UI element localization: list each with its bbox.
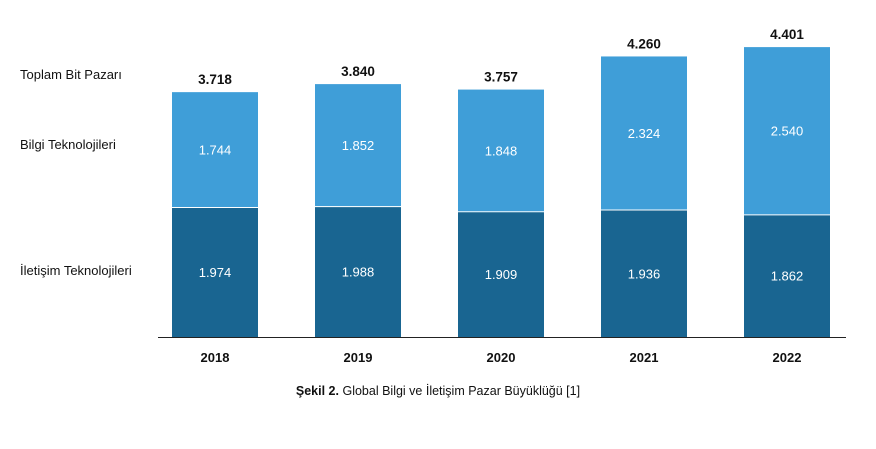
data-label-it-2018: 1.744 bbox=[199, 143, 232, 158]
data-label-comm-2018: 1.974 bbox=[199, 265, 232, 280]
data-label-it-2019: 1.852 bbox=[342, 138, 375, 153]
bar-segment-comm-2019 bbox=[315, 206, 401, 337]
data-label-comm-2020: 1.909 bbox=[485, 267, 518, 282]
row-label-total: Toplam Bit Pazarı bbox=[20, 67, 122, 82]
data-label-it-2022: 2.540 bbox=[771, 124, 804, 139]
x-tick-label-2022: 2022 bbox=[773, 350, 802, 365]
x-tick-label-2019: 2019 bbox=[344, 350, 373, 365]
data-label-comm-2022: 1.862 bbox=[771, 269, 804, 284]
caption-text: Global Bilgi ve İletişim Pazar Büyüklüğü… bbox=[342, 384, 581, 398]
bar-segment-comm-2020 bbox=[458, 211, 544, 337]
data-label-it-2021: 2.324 bbox=[628, 126, 661, 141]
bar-segment-comm-2022 bbox=[744, 214, 830, 337]
x-tick-label-2021: 2021 bbox=[630, 350, 659, 365]
row-label-it: Bilgi Teknolojileri bbox=[20, 137, 116, 152]
total-label-2019: 3.840 bbox=[341, 64, 375, 79]
bar-segment-it-2018 bbox=[172, 92, 258, 207]
bar-segment-it-2019 bbox=[315, 84, 401, 207]
bar-segment-comm-2018 bbox=[172, 207, 258, 337]
total-label-2021: 4.260 bbox=[627, 36, 661, 51]
data-label-comm-2021: 1.936 bbox=[628, 266, 661, 281]
data-label-it-2020: 1.848 bbox=[485, 143, 518, 158]
data-label-comm-2019: 1.988 bbox=[342, 265, 375, 280]
x-tick-label-2018: 2018 bbox=[201, 350, 230, 365]
row-label-comm: İletişim Teknolojileri bbox=[20, 263, 132, 278]
caption-figure-number: Şekil 2. bbox=[295, 384, 339, 398]
bar-segment-it-2020 bbox=[458, 89, 544, 212]
bar-segment-it-2022 bbox=[744, 47, 830, 215]
bar-segment-comm-2021 bbox=[601, 209, 687, 337]
x-tick-label-2020: 2020 bbox=[487, 350, 516, 365]
bar-segment-it-2021 bbox=[601, 56, 687, 210]
figure-caption: Şekil 2. Global Bilgi ve İletişim Pazar … bbox=[0, 384, 876, 398]
total-label-2022: 4.401 bbox=[770, 27, 804, 42]
total-label-2020: 3.757 bbox=[484, 70, 518, 85]
total-label-2018: 3.718 bbox=[198, 72, 232, 87]
